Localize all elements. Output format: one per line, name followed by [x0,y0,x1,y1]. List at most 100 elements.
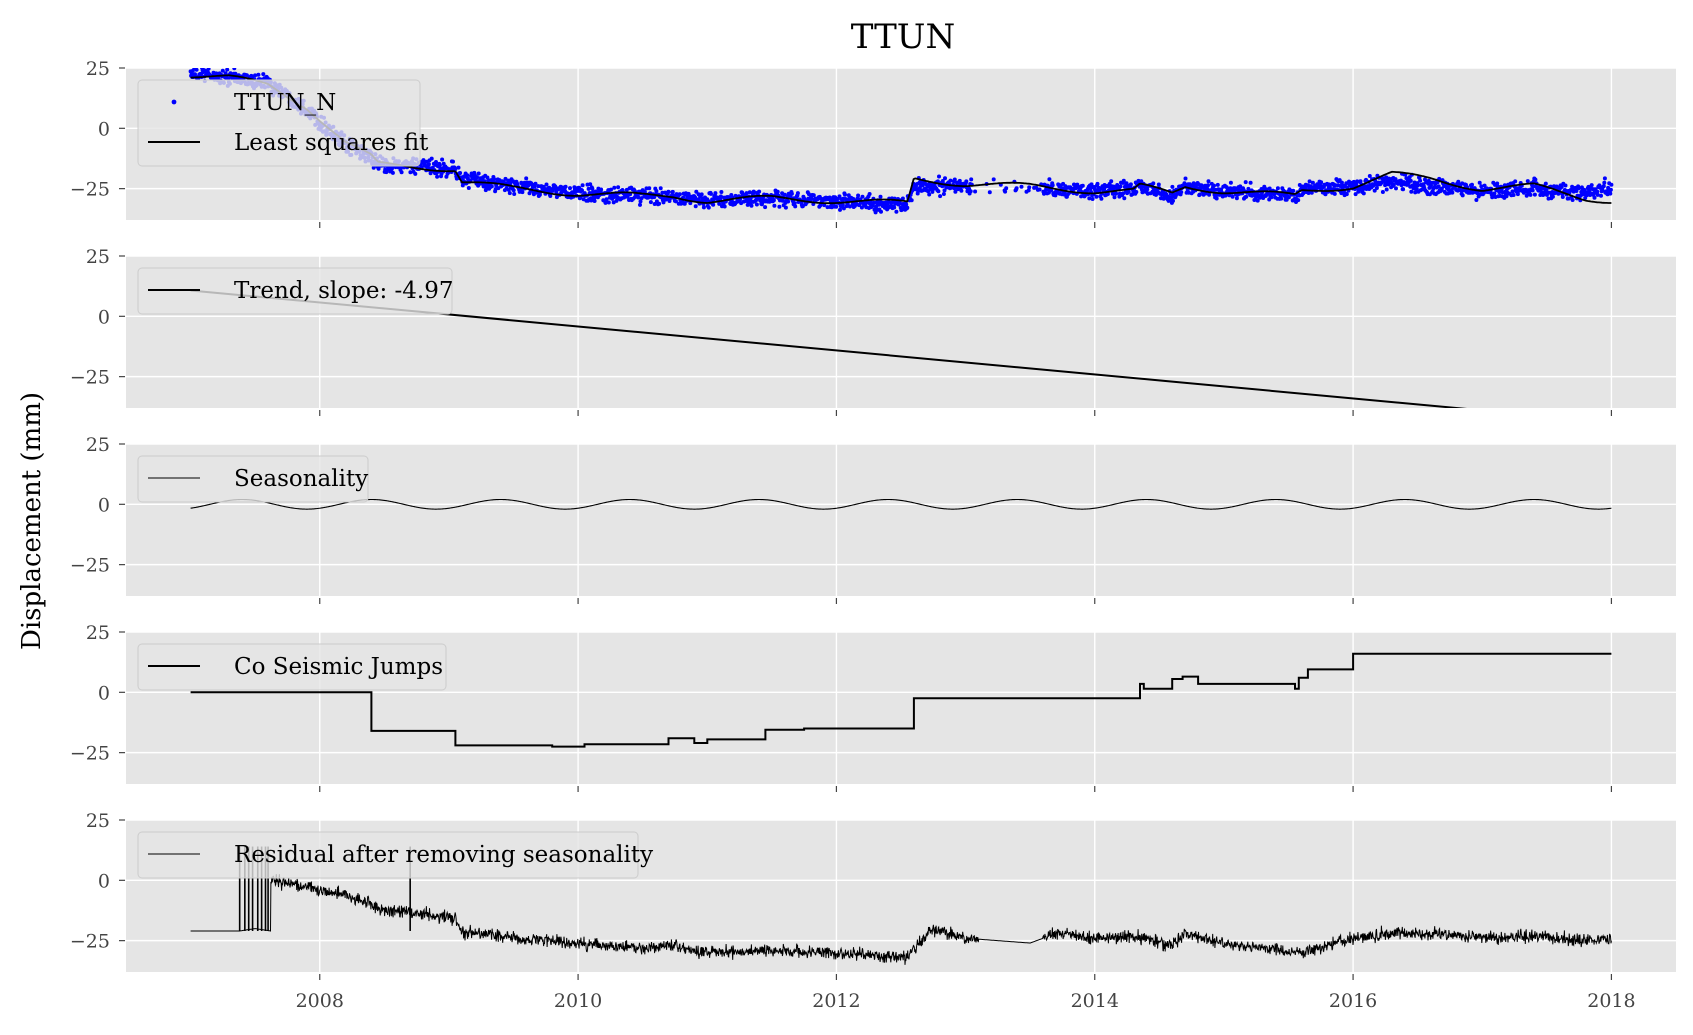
data-point [1446,187,1451,192]
data-point [437,163,442,168]
data-point [834,204,839,209]
data-point [1099,196,1104,201]
data-point [1183,176,1188,181]
data-point [851,196,856,201]
figure-title: TTUN [851,17,955,57]
data-point [408,170,413,175]
data-point [1019,184,1024,189]
data-point [1170,184,1175,189]
data-point [1090,197,1095,201]
data-point [647,186,652,191]
data-point [599,187,604,192]
data-point [1492,191,1497,196]
legend-box [137,831,639,879]
data-point [969,177,974,182]
panels: 25 0 −25 TTUN_N Least squares fit 25 0 −25 Trend… [70,58,1676,1012]
data-point [959,188,964,193]
data-point [1470,182,1474,187]
data-point [1094,194,1099,199]
data-point [718,194,723,199]
x-tick-label: 2010 [554,990,602,1012]
data-point [952,177,957,182]
data-point [1109,179,1114,184]
data-point [1323,192,1328,197]
data-point [429,156,434,161]
data-point [964,179,969,184]
y-tick-label: −25 [70,931,110,953]
data-point [1608,191,1613,196]
data-point [1532,192,1537,197]
panel-background [126,444,1676,596]
data-point [763,205,768,210]
grid [126,443,1676,596]
data-point [1576,186,1581,191]
data-point [636,195,641,200]
data-point [390,170,395,175]
data-point [744,191,749,196]
panel-2: 25 0 −25 Trend, slope: -4.97 [70,246,1676,416]
data-point [827,195,832,200]
legend-label: TTUN_N [234,90,336,116]
data-point [606,200,611,205]
data-point [1269,195,1274,200]
data-point [1367,174,1372,178]
data-point [948,178,953,183]
data-point [927,192,932,197]
data-point [944,185,949,190]
data-point [202,68,206,69]
data-point [376,166,381,171]
data-point [938,194,943,199]
data-point [713,191,718,196]
data-point [693,204,698,209]
data-point [1450,190,1455,195]
data-point [1169,195,1174,200]
data-point [1049,188,1054,193]
legend: Trend, slope: -4.97 [137,267,454,315]
data-point [1053,193,1058,198]
data-point [894,209,899,214]
data-point [1050,183,1055,188]
data-point [777,204,782,209]
data-point [1474,198,1479,202]
data-point [1584,193,1589,198]
data-point [426,162,431,167]
data-point [1264,187,1269,192]
data-point [507,191,512,196]
data-point [795,191,800,196]
data-point [941,192,946,196]
data-point [1003,189,1008,194]
data-point [674,199,678,204]
y-tick-label: −25 [70,367,110,389]
data-point [822,203,827,208]
plot-area [190,652,1612,748]
data-point [506,187,511,192]
data-point [1589,183,1594,188]
data-point [809,196,814,201]
data-point [666,189,671,194]
data-point [1037,187,1042,192]
legend: Residual after removing seasonality [137,831,653,879]
data-point [657,201,662,206]
y-tick-label: 0 [98,306,110,328]
y-tick-label: −25 [70,743,110,765]
data-point [968,189,973,194]
data-point [189,72,194,76]
data-point [256,72,261,77]
y-tick-label: −25 [70,555,110,577]
y-tick-label: 25 [86,810,110,832]
data-point [586,186,591,191]
data-point [711,202,716,207]
data-point [511,188,516,193]
data-point [1609,182,1614,187]
data-point [670,189,675,194]
data-point [1436,184,1441,189]
data-point [1533,177,1538,182]
data-point [1255,198,1260,203]
data-point [1307,179,1312,184]
data-point [1156,182,1161,187]
panel-1: 25 0 −25 TTUN_N Least squares fit [70,58,1676,228]
data-point [444,174,449,179]
data-point [942,188,947,193]
data-point [1413,190,1418,195]
